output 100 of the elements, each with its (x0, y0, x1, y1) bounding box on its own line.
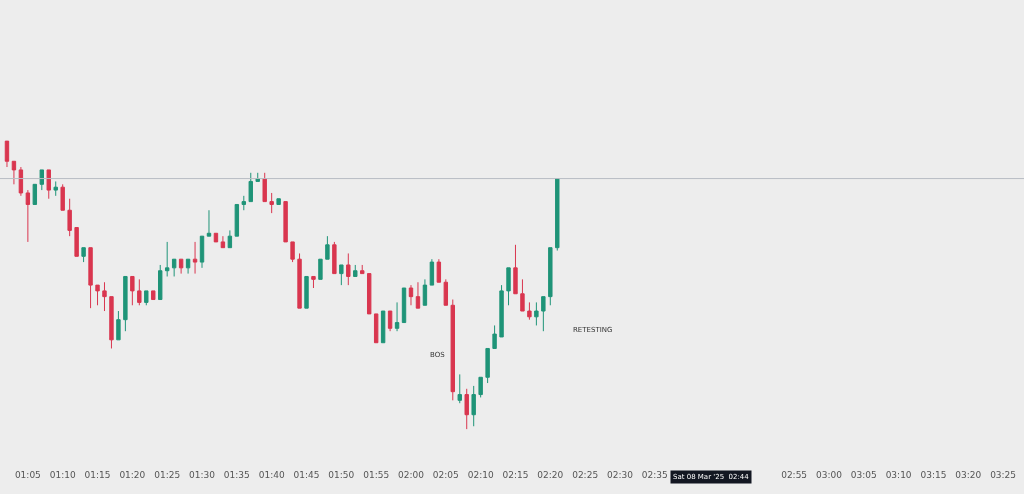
candlestick (394, 301, 400, 332)
candlestick (18, 166, 24, 197)
candlestick (39, 169, 44, 191)
x-tick-label: 03:20 (955, 470, 982, 480)
candlestick (60, 183, 65, 211)
candlestick (88, 247, 93, 309)
candlestick (332, 241, 337, 275)
candlestick (485, 347, 490, 384)
candlestick (325, 235, 330, 260)
candlestick (178, 258, 184, 275)
candlestick (53, 180, 58, 197)
candlestick (227, 229, 233, 249)
candlestick (123, 275, 128, 332)
candlestick (443, 278, 449, 306)
candlestick (130, 275, 135, 306)
x-tick-label: 02:15 (502, 470, 529, 480)
x-tick-label: 02:20 (537, 470, 564, 480)
x-tick-label: 02:05 (432, 470, 459, 480)
candlestick (520, 278, 525, 312)
candlestick (67, 198, 72, 237)
candlestick (290, 241, 295, 263)
candlestick (234, 203, 240, 237)
candlestick (366, 273, 372, 315)
x-tick-label: 01:45 (293, 470, 320, 480)
candlestick (241, 195, 247, 211)
candlestick (151, 290, 156, 301)
candlestick (346, 252, 351, 286)
candlestick (555, 178, 560, 252)
candlestick (297, 252, 302, 309)
x-tick-label: 02:55 (781, 470, 808, 480)
candlestick (429, 258, 435, 286)
candlestick (116, 310, 121, 341)
x-tick-label: 01:30 (189, 470, 216, 480)
candlestick (353, 264, 358, 277)
candlestick (199, 235, 205, 269)
x-tick-label: 03:10 (885, 470, 912, 480)
candlestick (185, 258, 191, 275)
candlestick (450, 299, 455, 401)
x-tick-label: 01:55 (363, 470, 390, 480)
candlestick (464, 388, 469, 430)
candlestick (478, 376, 483, 398)
candlestick (4, 140, 10, 168)
candlestick (95, 284, 100, 306)
candlestick (46, 169, 51, 200)
candlestick (408, 284, 414, 306)
candlestick (206, 209, 212, 237)
candlestick (102, 281, 107, 312)
x-tick-label: 02:35 (641, 470, 668, 480)
candlestick (318, 258, 323, 280)
candlestick (255, 172, 260, 182)
candlestick (269, 192, 274, 214)
candlestick (436, 258, 442, 283)
x-tick-label: 03:05 (850, 470, 877, 480)
candlestick (262, 172, 267, 203)
candlestick (527, 301, 532, 321)
x-tick-label: 02:10 (467, 470, 494, 480)
candlestick (276, 198, 281, 205)
x-tick-label: 02:30 (607, 470, 634, 480)
candlestick (220, 235, 226, 249)
candlestick (506, 267, 511, 306)
candlestick (387, 310, 393, 332)
x-tick-label: 01:20 (119, 470, 146, 480)
candlestick (401, 287, 407, 324)
candlestick (81, 247, 86, 263)
candlestick (25, 189, 31, 243)
candlestick (373, 313, 379, 344)
candlestick (499, 284, 504, 338)
x-tick-label: 03:00 (815, 470, 843, 480)
candlestick (164, 241, 170, 277)
candlestick (283, 201, 288, 243)
candlestick (457, 373, 462, 404)
candlestick (360, 264, 365, 275)
x-tick-label: 02:00 (398, 470, 425, 480)
x-tick-label: 02:25 (572, 470, 599, 480)
candlestick (422, 278, 428, 306)
candlestick (192, 241, 198, 275)
candlestick (144, 290, 149, 306)
candlestick (548, 247, 553, 306)
candlestick (158, 264, 163, 301)
candlestick (471, 385, 476, 427)
candlestick (137, 278, 142, 306)
candlestick (213, 232, 219, 243)
candlestick (513, 244, 518, 295)
candlestick (492, 324, 497, 349)
candlestick (304, 275, 309, 309)
x-tick-label: 01:25 (154, 470, 181, 480)
x-tick-label: 01:05 (14, 470, 41, 480)
candlestick (541, 296, 546, 332)
candlestick (109, 296, 114, 349)
x-tick-label: 03:15 (920, 470, 947, 480)
candlestick (171, 258, 177, 277)
x-tick-label: 03:25 (990, 470, 1017, 480)
x-tick-label: 01:40 (258, 470, 285, 480)
x-tick-label: 01:35 (223, 470, 250, 480)
candlestick (248, 172, 253, 203)
candlestick (534, 301, 539, 326)
candlestick (74, 227, 79, 257)
x-tick-label: 01:10 (49, 470, 76, 480)
candlestick (380, 310, 386, 344)
candlestick (311, 275, 316, 289)
